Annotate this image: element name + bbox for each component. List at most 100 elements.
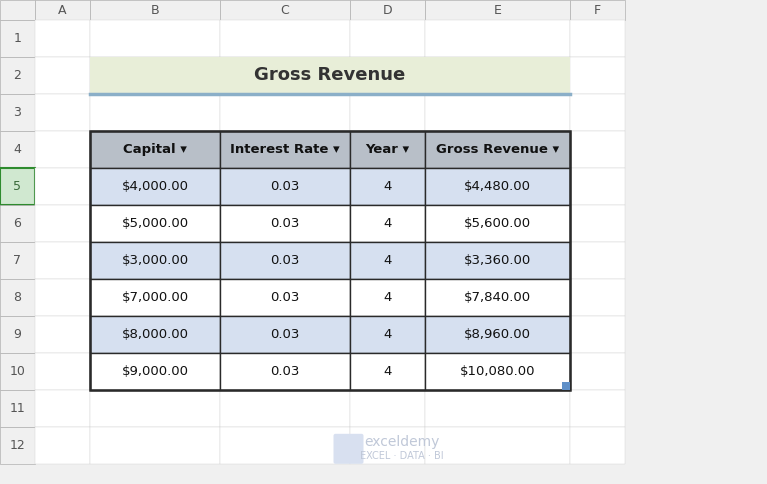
Bar bbox=[350, 94, 425, 131]
Bar bbox=[0, 427, 35, 464]
Text: F: F bbox=[594, 3, 601, 16]
Bar bbox=[425, 316, 570, 353]
Bar bbox=[570, 131, 625, 168]
Text: $4,480.00: $4,480.00 bbox=[464, 180, 531, 193]
Text: 8: 8 bbox=[14, 291, 21, 304]
Bar bbox=[0, 279, 35, 316]
Text: EXCEL · DATA · BI: EXCEL · DATA · BI bbox=[360, 451, 443, 461]
Text: A: A bbox=[58, 3, 67, 16]
Bar bbox=[90, 0, 220, 20]
Bar bbox=[0, 57, 35, 94]
Bar bbox=[0, 20, 35, 57]
Bar bbox=[570, 242, 625, 279]
Bar bbox=[220, 20, 350, 57]
Bar bbox=[350, 168, 425, 205]
Text: 4: 4 bbox=[384, 291, 392, 304]
Bar bbox=[350, 427, 425, 464]
Bar bbox=[90, 279, 220, 316]
Bar bbox=[90, 57, 570, 94]
Text: D: D bbox=[383, 3, 392, 16]
Bar bbox=[425, 94, 570, 131]
Bar bbox=[90, 279, 220, 316]
Bar bbox=[350, 57, 425, 94]
Text: Capital ▾: Capital ▾ bbox=[123, 143, 187, 156]
Bar bbox=[35, 94, 90, 131]
Bar bbox=[570, 94, 625, 131]
Bar bbox=[0, 168, 35, 205]
Bar bbox=[570, 316, 625, 353]
Text: $5,600.00: $5,600.00 bbox=[464, 217, 531, 230]
Bar bbox=[220, 94, 350, 131]
Bar bbox=[0, 353, 35, 390]
Text: B: B bbox=[150, 3, 160, 16]
Bar bbox=[425, 390, 570, 427]
Text: 4: 4 bbox=[14, 143, 21, 156]
Text: 5: 5 bbox=[14, 180, 21, 193]
Bar bbox=[350, 168, 425, 205]
Bar bbox=[35, 0, 90, 20]
Bar bbox=[0, 0, 35, 20]
Bar bbox=[570, 168, 625, 205]
Bar bbox=[425, 427, 570, 464]
Bar bbox=[350, 316, 425, 353]
Text: $9,000.00: $9,000.00 bbox=[121, 365, 189, 378]
Text: Gross Revenue: Gross Revenue bbox=[255, 66, 406, 85]
Bar bbox=[570, 0, 625, 20]
Bar bbox=[220, 131, 350, 168]
Text: $3,360.00: $3,360.00 bbox=[464, 254, 531, 267]
Bar bbox=[350, 205, 425, 242]
Bar bbox=[90, 316, 220, 353]
Bar bbox=[90, 168, 220, 205]
Text: 0.03: 0.03 bbox=[270, 291, 300, 304]
Bar bbox=[90, 131, 220, 168]
Bar bbox=[90, 242, 220, 279]
Bar bbox=[350, 390, 425, 427]
Bar bbox=[90, 205, 220, 242]
Bar bbox=[425, 131, 570, 168]
Text: 9: 9 bbox=[14, 328, 21, 341]
Text: $5,000.00: $5,000.00 bbox=[121, 217, 189, 230]
Bar bbox=[90, 131, 570, 390]
Bar bbox=[570, 20, 625, 57]
Bar bbox=[350, 205, 425, 242]
Bar bbox=[90, 168, 220, 205]
Text: 4: 4 bbox=[384, 217, 392, 230]
Text: 0.03: 0.03 bbox=[270, 328, 300, 341]
Text: E: E bbox=[493, 3, 502, 16]
Bar bbox=[220, 0, 350, 20]
Bar bbox=[220, 353, 350, 390]
Bar bbox=[425, 353, 570, 390]
Bar bbox=[220, 168, 350, 205]
Bar bbox=[350, 279, 425, 316]
Bar bbox=[90, 57, 220, 94]
Bar bbox=[350, 0, 425, 20]
Text: $4,000.00: $4,000.00 bbox=[121, 180, 189, 193]
Bar bbox=[220, 131, 350, 168]
Bar bbox=[0, 242, 35, 279]
Bar bbox=[350, 242, 425, 279]
Text: 1: 1 bbox=[14, 32, 21, 45]
Text: Gross Revenue ▾: Gross Revenue ▾ bbox=[436, 143, 559, 156]
Bar bbox=[425, 316, 570, 353]
Bar bbox=[0, 205, 35, 242]
Bar bbox=[90, 316, 220, 353]
Text: $10,080.00: $10,080.00 bbox=[459, 365, 535, 378]
Bar bbox=[35, 353, 90, 390]
Bar bbox=[220, 390, 350, 427]
Bar bbox=[90, 94, 220, 131]
Bar bbox=[35, 57, 90, 94]
Bar bbox=[350, 279, 425, 316]
Bar bbox=[570, 390, 625, 427]
Bar bbox=[425, 168, 570, 205]
Bar bbox=[220, 427, 350, 464]
Bar bbox=[35, 427, 90, 464]
Bar bbox=[425, 57, 570, 94]
Text: 11: 11 bbox=[10, 402, 25, 415]
Bar bbox=[425, 20, 570, 57]
Text: 0.03: 0.03 bbox=[270, 180, 300, 193]
Text: 0.03: 0.03 bbox=[270, 365, 300, 378]
Text: 0.03: 0.03 bbox=[270, 254, 300, 267]
Bar bbox=[90, 353, 220, 390]
Bar bbox=[220, 316, 350, 353]
Bar bbox=[220, 205, 350, 242]
